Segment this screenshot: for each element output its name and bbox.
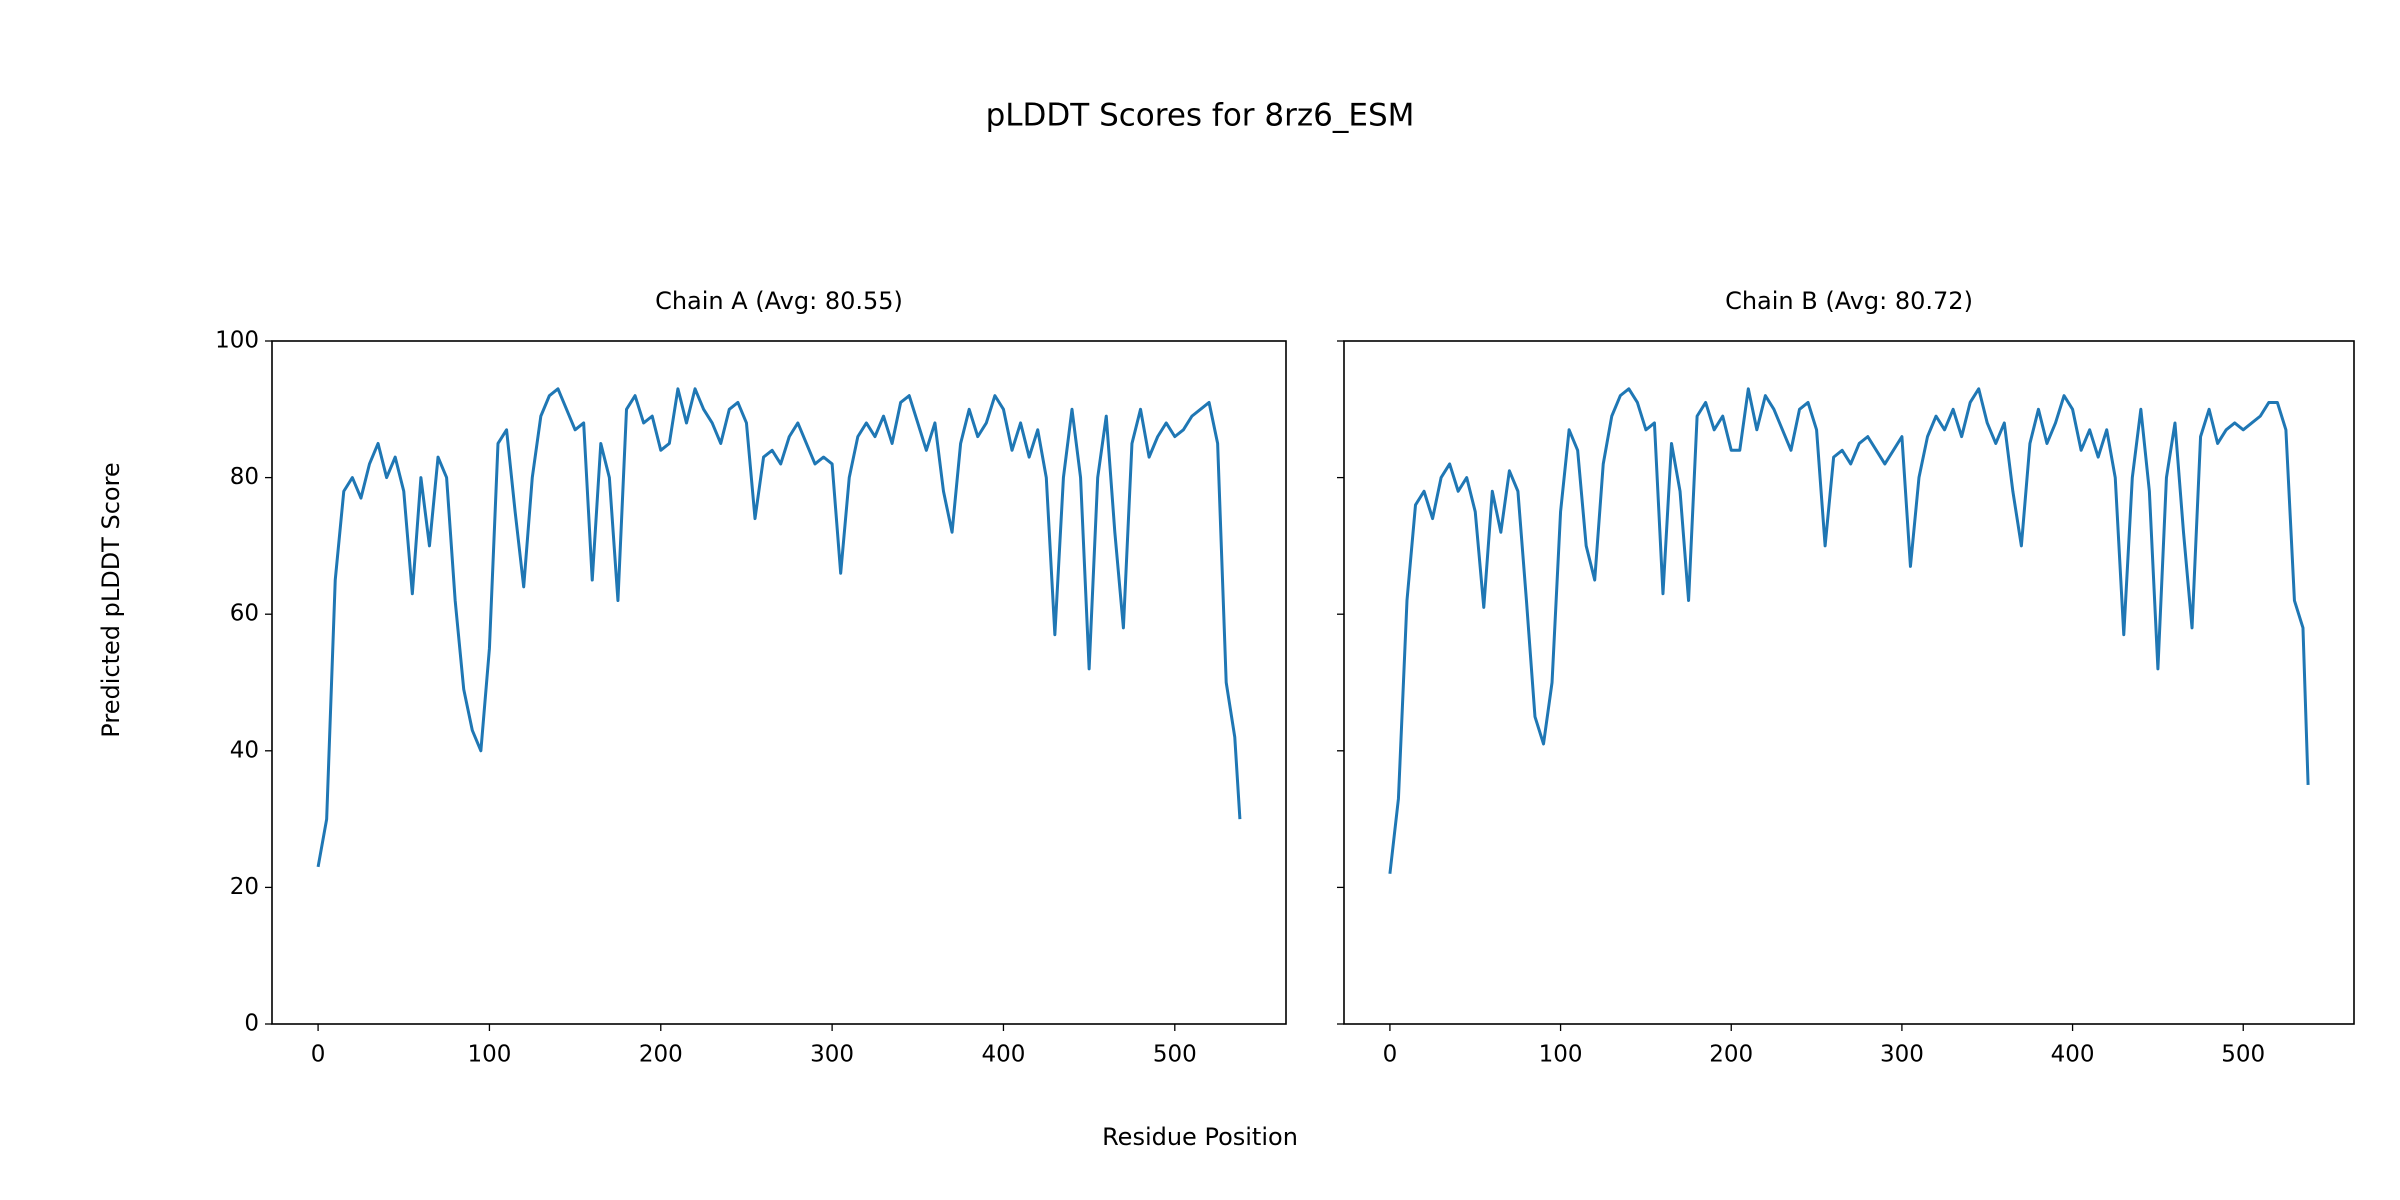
x-tick-label: 0 <box>1383 1042 1398 1068</box>
y-tick-label: 60 <box>230 601 259 627</box>
data-line <box>1388 387 2310 874</box>
axes-frame <box>1343 340 2355 1025</box>
x-tick-label: 500 <box>2221 1042 2265 1068</box>
y-axis-label: Predicted pLDDT Score <box>97 462 125 737</box>
x-tick-label: 100 <box>467 1042 511 1068</box>
y-tick-label: 20 <box>230 874 259 900</box>
x-tick-label: 100 <box>1539 1042 1583 1068</box>
data-line <box>316 387 1242 868</box>
x-axis-label: Residue Position <box>1102 1123 1298 1151</box>
x-tick-label: 500 <box>1153 1042 1197 1068</box>
x-tick-label: 200 <box>1709 1042 1753 1068</box>
y-tick-label: 100 <box>215 328 259 354</box>
x-tick-label: 300 <box>1880 1042 1924 1068</box>
subplot-title: Chain B (Avg: 80.72) <box>1725 287 1973 315</box>
axes-frame <box>271 340 1287 1025</box>
x-tick-label: 400 <box>982 1042 1026 1068</box>
x-tick-label: 300 <box>810 1042 854 1068</box>
figure-title: pLDDT Scores for 8rz6_ESM <box>986 98 1415 134</box>
subplot-title: Chain A (Avg: 80.55) <box>655 287 903 315</box>
y-tick-label: 80 <box>230 464 259 490</box>
y-tick-label: 40 <box>230 737 259 763</box>
x-tick-label: 200 <box>639 1042 683 1068</box>
y-tick-label: 0 <box>244 1011 259 1037</box>
x-tick-label: 0 <box>311 1042 326 1068</box>
x-tick-label: 400 <box>2051 1042 2095 1068</box>
